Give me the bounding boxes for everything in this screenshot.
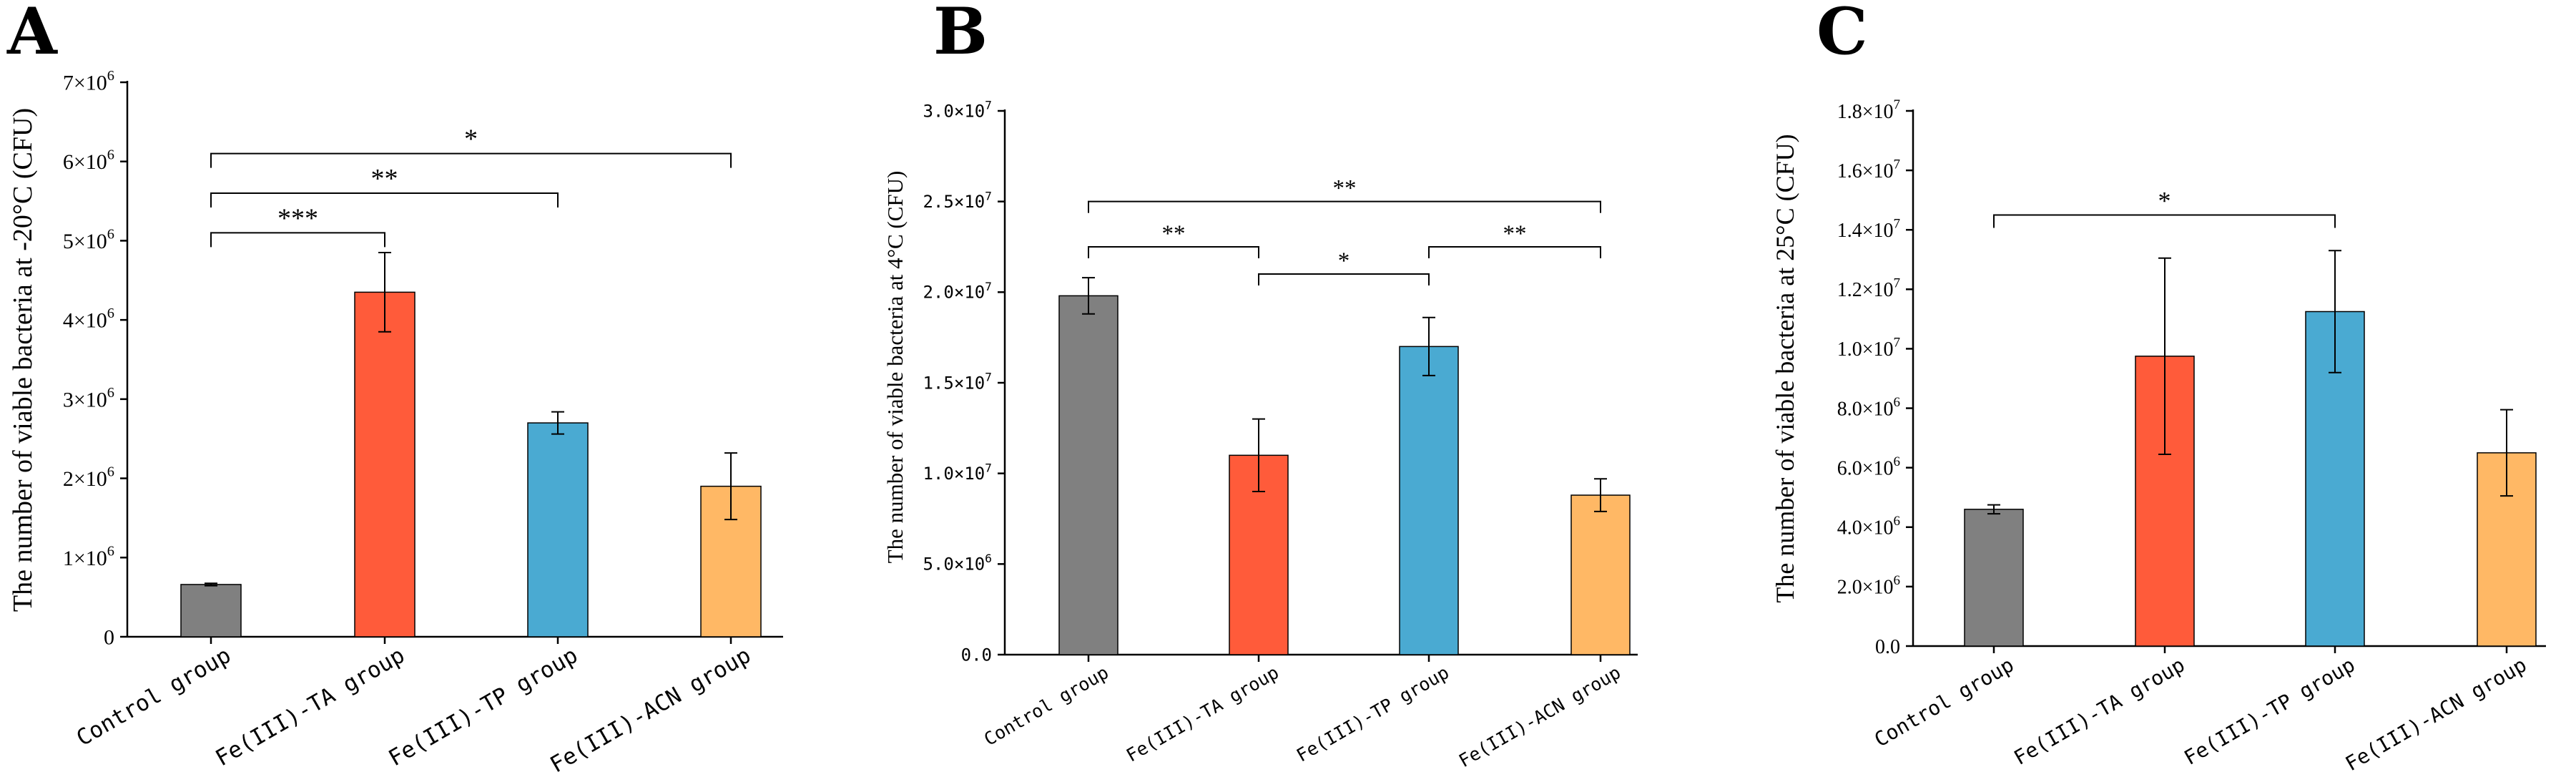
significance-bracket (1993, 214, 2336, 228)
significance-bracket (1088, 200, 1601, 213)
panel-letter: C (1817, 0, 1868, 69)
significance-bracket (1258, 273, 1430, 285)
y-tick-label: 6.0×106 (1837, 454, 1900, 480)
significance-label: ** (371, 164, 398, 194)
panel-a: A 0 1×106 2×106 3×106 4×106 5×106 6×106 7×106 The… (6, 0, 783, 777)
y-tick-label: 8.0×106 (1837, 395, 1900, 421)
significance-label: ** (1162, 221, 1186, 247)
bar (527, 422, 589, 637)
y-axis-title: The number of viable bacteria at 4°C (CF… (883, 171, 908, 564)
y-tick-label: 4×106 (63, 306, 114, 333)
y-tick-label: 1×106 (63, 543, 114, 570)
y-tick-label: 3×106 (63, 385, 114, 412)
category-label: Control group (980, 662, 1112, 750)
y-tick-label: 5×106 (63, 226, 114, 253)
y-tick-label: 5.0×106 (923, 552, 992, 575)
significance-label: * (464, 124, 478, 155)
bar (1964, 509, 2024, 647)
y-tick-label: 2.0×106 (1837, 573, 1900, 599)
category-label: Control group (72, 642, 235, 751)
panel-letter: A (6, 0, 58, 69)
significance-bracket (210, 152, 732, 168)
y-tick-label: 1.4×107 (1837, 216, 1900, 242)
bar (1058, 295, 1119, 655)
category-label: Fe(III)-ACN group (2341, 653, 2531, 776)
bar (180, 584, 242, 637)
category-label: Control group (1870, 653, 2017, 751)
y-tick-label: 1.6×107 (1837, 157, 1900, 182)
y-tick-label: 4.0×106 (1837, 514, 1900, 539)
panel-c: C 0.0 2.0×106 4.0×106 6.0×106 8.0×106 1.0×107 1… (1771, 0, 2546, 776)
y-tick-label: 2×106 (63, 464, 114, 492)
category-label: Fe(III)-TP group (1293, 662, 1452, 766)
y-tick-label: 1.5×107 (923, 371, 992, 394)
significance-bracket (210, 192, 559, 207)
category-label: Fe(III)-TP group (2180, 653, 2359, 769)
y-tick-label: 0 (104, 626, 114, 650)
y-tick-label: 1.0×107 (923, 461, 992, 484)
y-tick-label: 7×106 (63, 68, 114, 95)
significance-label: *** (277, 203, 318, 233)
y-tick-label: 0.0 (961, 645, 992, 665)
y-tick-label: 1.8×107 (1837, 97, 1900, 123)
y-tick-label: 3.0×107 (923, 99, 992, 122)
category-label: Fe(III)-TA group (2010, 653, 2188, 769)
y-tick-label: 6×106 (63, 147, 114, 175)
y-tick-label: 0.0 (1875, 636, 1900, 658)
significance-label: * (2158, 186, 2171, 215)
y-axis-title: The number of viable bacteria at 25°C (C… (1771, 134, 1799, 602)
significance-bracket (1088, 246, 1259, 258)
significance-label: ** (1503, 221, 1527, 247)
y-axis-title: The number of viable bacteria at -20°C (… (8, 108, 38, 612)
category-label: Fe(III)-TA group (1123, 662, 1282, 766)
category-label: Fe(III)-TA group (211, 642, 409, 771)
significance-bracket (1428, 246, 1601, 258)
bar (1570, 494, 1631, 655)
panel-letter: B (933, 0, 988, 69)
y-tick-label: 1.0×107 (1837, 336, 1900, 361)
bar (1399, 346, 1459, 655)
panel-b: B 0.0 5.0×106 1.0×107 1.5×107 2.0×107 2.5×107 3… (883, 0, 1638, 771)
significance-label: * (1338, 248, 1350, 274)
significance-label: ** (1333, 176, 1357, 202)
significance-bracket (210, 232, 385, 248)
y-tick-label: 2.0×107 (923, 280, 992, 303)
y-tick-label: 2.5×107 (923, 189, 992, 212)
y-tick-label: 1.2×107 (1837, 276, 1900, 302)
bar (354, 291, 416, 637)
category-label: Fe(III)-ACN group (1455, 662, 1624, 771)
